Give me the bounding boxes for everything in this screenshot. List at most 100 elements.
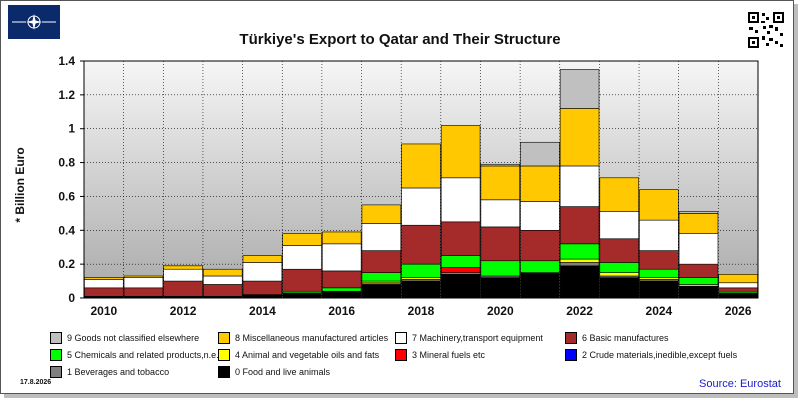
x-tick-label: 2026 <box>725 304 752 318</box>
bar-segment <box>361 272 402 282</box>
x-tick-label: 2010 <box>90 304 117 318</box>
bar-segment <box>678 277 719 285</box>
bar-segment <box>639 219 679 251</box>
bar-segment <box>559 165 600 207</box>
bar-segment <box>599 177 639 212</box>
bar-segment <box>401 224 441 265</box>
bar-segment <box>599 211 639 240</box>
y-tick-label: 0 <box>68 291 75 305</box>
legend-swatch <box>50 349 62 361</box>
bar-segment <box>559 108 600 167</box>
bar-segment <box>282 233 322 246</box>
bar-segment <box>321 287 362 292</box>
bar-segment <box>440 125 481 179</box>
bar-segment <box>321 231 362 245</box>
bar-segment <box>203 268 243 277</box>
legend-entry: 7 Machinery,transport equipment <box>412 333 543 343</box>
bar-segment <box>401 280 441 299</box>
bar-segment <box>282 292 322 299</box>
bar-segment <box>480 163 521 167</box>
bar-segment <box>242 280 283 295</box>
bar-segment <box>678 285 719 299</box>
y-tick-label: 0.4 <box>58 223 75 237</box>
legend-swatch <box>565 349 577 361</box>
y-tick-label: 1.2 <box>58 88 75 102</box>
bar-segment <box>84 287 124 297</box>
bar-segment <box>480 260 521 277</box>
bar-segment <box>520 141 560 167</box>
bar-segment <box>440 221 481 256</box>
bar-segment <box>203 275 243 285</box>
qr-code-icon <box>747 11 785 49</box>
legend-swatch <box>50 332 62 344</box>
bar-segment <box>639 268 679 278</box>
bar-segment <box>559 69 600 109</box>
chart-title: Türkiye's Export to Qatar and Their Stru… <box>239 31 561 48</box>
emblem-logo <box>8 5 60 39</box>
bar-segment <box>520 201 560 231</box>
x-tick-label: 2014 <box>249 304 276 318</box>
bar-segment <box>520 260 560 273</box>
bar-segment <box>639 250 679 270</box>
legend-entry: 8 Miscellaneous manufactured articles <box>235 333 389 343</box>
bar-segment <box>520 272 560 299</box>
legend-swatch <box>565 332 577 344</box>
bar-segment <box>361 250 402 273</box>
legend-entry: 4 Animal and vegetable oils and fats <box>235 350 380 360</box>
bar-segment <box>639 280 679 299</box>
bar-segment <box>440 177 481 223</box>
bar-segment <box>123 277 164 289</box>
legend-entry: 0 Food and live animals <box>235 367 331 377</box>
bar-segment <box>123 287 164 297</box>
bar-segment <box>401 143 441 189</box>
bar-segment <box>480 199 521 228</box>
bar-segment <box>123 275 164 278</box>
source-link[interactable]: Source: Eurostat <box>699 378 781 390</box>
bar-segment <box>678 213 719 234</box>
legend-swatch <box>50 366 62 378</box>
bar-segment <box>480 165 521 201</box>
bar-segment <box>718 282 758 289</box>
bar-segment <box>678 211 719 214</box>
legend-entry: 5 Chemicals and related products,n.e.s. <box>67 350 226 360</box>
bar-segment <box>520 229 560 262</box>
bar-segment <box>599 238 639 263</box>
y-tick-label: 0.6 <box>58 189 75 203</box>
bar-segment <box>639 189 679 221</box>
bar-segment <box>282 268 322 292</box>
bar-segment <box>480 277 521 299</box>
bar-segment <box>361 223 402 251</box>
bar-segment <box>718 287 758 292</box>
bar-segment <box>163 268 203 282</box>
legend-swatch <box>395 332 407 344</box>
legend-entry: 9 Goods not classified elsewhere <box>67 333 200 343</box>
bar-segment <box>559 265 600 299</box>
legend-entry: 1 Beverages and tobacco <box>67 367 170 377</box>
x-tick-label: 2024 <box>646 304 673 318</box>
bar-segment <box>84 277 124 280</box>
x-tick-label: 2018 <box>408 304 435 318</box>
bar-segment <box>282 245 322 270</box>
legend-entry: 2 Crude materials,inedible,except fuels <box>582 350 738 360</box>
bar-segment <box>242 262 283 282</box>
legend-swatch <box>218 332 230 344</box>
bar-segment <box>599 262 639 273</box>
bar-segment <box>401 263 441 278</box>
legend-entry: 3 Mineral fuels etc <box>412 350 486 360</box>
bar-segment <box>718 273 758 284</box>
y-tick-label: 0.8 <box>58 156 75 170</box>
x-tick-label: 2020 <box>487 304 514 318</box>
bar-segment <box>678 263 719 278</box>
bar-segment <box>321 243 362 272</box>
bar-segment <box>559 258 600 263</box>
legend-swatch <box>218 366 230 378</box>
bar-segment <box>84 279 124 289</box>
x-tick-label: 2016 <box>328 304 355 318</box>
bar-segment <box>559 206 600 245</box>
bar-segment <box>480 226 521 262</box>
bar-segment <box>242 294 283 299</box>
legend-swatch <box>218 349 230 361</box>
bar-segment <box>440 267 481 273</box>
bar-segment <box>440 273 481 299</box>
